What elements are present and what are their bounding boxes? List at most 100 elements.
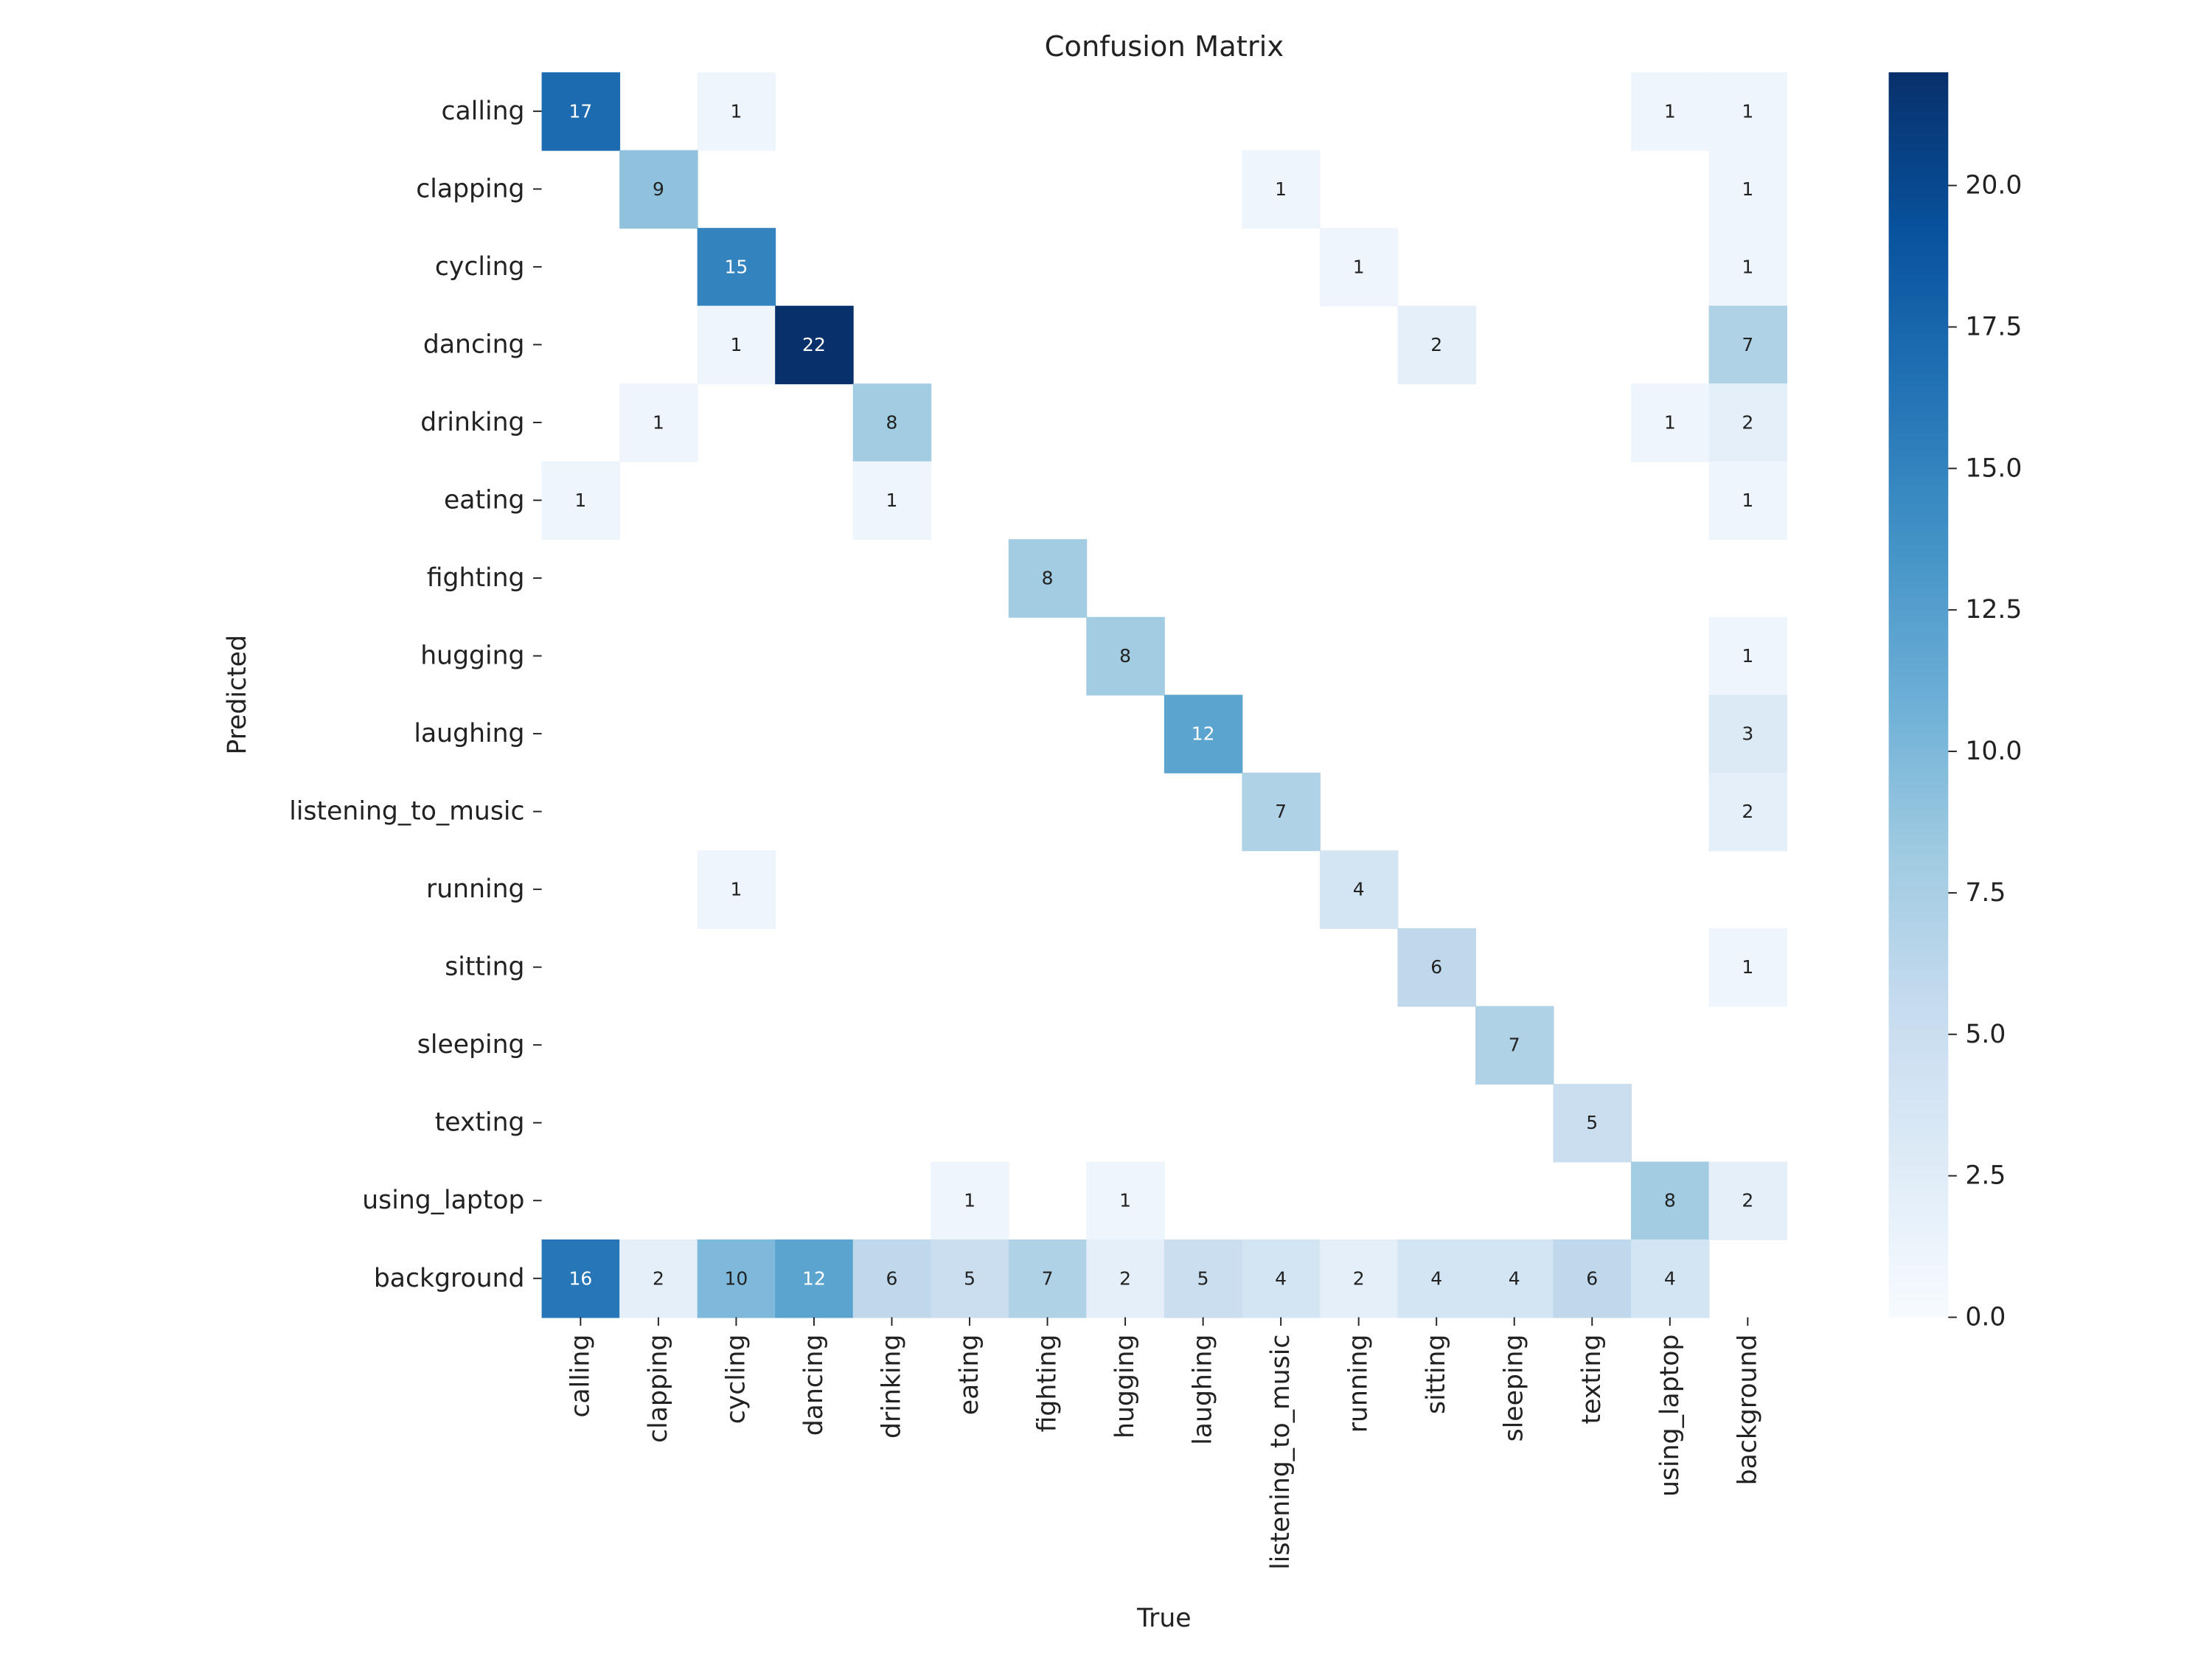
cell	[1708, 383, 1788, 462]
cell	[1164, 695, 1243, 773]
cell	[775, 305, 854, 385]
cell-label: 9	[653, 178, 664, 200]
x-tick-label: using_laptop	[1655, 1335, 1685, 1497]
cell-label: 4	[1664, 1267, 1676, 1289]
cell-label: 8	[1042, 568, 1054, 589]
cell-label: 1	[1742, 490, 1753, 511]
x-tick-label: texting	[1577, 1335, 1607, 1425]
cell	[541, 72, 621, 151]
cell	[697, 72, 776, 151]
cell-label: 1	[964, 1190, 975, 1211]
cell	[697, 228, 776, 307]
x-tick-label: dancing	[799, 1335, 829, 1436]
cell	[1319, 228, 1399, 307]
x-tick-label: clapping	[644, 1335, 673, 1443]
cell	[1708, 616, 1788, 696]
cell-label: 1	[1664, 411, 1676, 433]
cell	[1631, 1161, 1710, 1240]
colorbar-tick-label: 7.5	[1965, 878, 2006, 908]
cell	[1475, 1239, 1554, 1318]
cell-label: 5	[1586, 1112, 1598, 1133]
cell	[1708, 228, 1788, 307]
cell	[1008, 1239, 1088, 1318]
cell	[1631, 72, 1710, 151]
x-tick-label: cycling	[721, 1335, 751, 1425]
cell-label: 5	[964, 1267, 975, 1289]
cell-label: 1	[1664, 100, 1676, 122]
y-tick-label: cycling	[435, 252, 525, 282]
cell-label: 5	[1197, 1267, 1209, 1289]
cell-label: 2	[1742, 411, 1753, 433]
cell-label: 7	[1509, 1034, 1520, 1056]
cell-label: 7	[1742, 334, 1753, 355]
y-tick-label: hugging	[420, 641, 524, 671]
cell	[1008, 539, 1088, 618]
cell	[1631, 383, 1710, 462]
x-axis-label: True	[1136, 1604, 1192, 1633]
x-tick-label: eating	[955, 1335, 984, 1416]
cell	[619, 383, 698, 462]
cell-label: 8	[1664, 1190, 1676, 1211]
cell	[1708, 461, 1788, 540]
cell	[541, 1239, 621, 1318]
x-tick-label: running	[1344, 1335, 1374, 1433]
cell-label: 1	[730, 100, 742, 122]
cell	[1242, 1239, 1321, 1318]
cell-label: 4	[1509, 1267, 1520, 1289]
cell	[1086, 1239, 1165, 1318]
y-tick-label: texting	[435, 1108, 525, 1138]
cell	[1708, 928, 1788, 1007]
cell	[1553, 1083, 1632, 1163]
cell-label: 15	[725, 256, 748, 277]
cell-label: 1	[1742, 256, 1753, 277]
cell-label: 12	[802, 1267, 826, 1289]
cell-label: 1	[1742, 100, 1753, 122]
cell	[775, 1239, 854, 1318]
cell-label: 16	[568, 1267, 592, 1289]
cell-label: 8	[1119, 645, 1131, 667]
cell	[1475, 1006, 1554, 1085]
cell	[1086, 1161, 1165, 1240]
colorbar-tick-label: 5.0	[1965, 1020, 2006, 1049]
y-tick-label: sleeping	[417, 1030, 525, 1060]
y-tick-label: clapping	[416, 174, 524, 204]
y-axis-label: Predicted	[223, 635, 252, 754]
cell-label: 2	[1742, 801, 1753, 822]
x-tick-label: hugging	[1110, 1335, 1140, 1439]
colorbar-tick-label: 10.0	[1965, 737, 2022, 766]
cell	[852, 461, 932, 540]
y-tick-label: background	[374, 1264, 525, 1293]
cell	[541, 461, 621, 540]
cell	[852, 1239, 932, 1318]
chart-title: Confusion Matrix	[1045, 30, 1284, 63]
cell-label: 6	[1586, 1267, 1598, 1289]
x-tick-label: background	[1733, 1335, 1762, 1486]
cell-label: 6	[886, 1267, 898, 1289]
cell-label: 1	[730, 334, 742, 355]
cell-label: 1	[1742, 645, 1753, 667]
colorbar	[1888, 72, 1949, 1318]
colorbar-tick-label: 15.0	[1965, 453, 2022, 483]
cell-label: 1	[886, 490, 898, 511]
y-tick-label: running	[426, 874, 525, 904]
cell	[1397, 928, 1476, 1007]
cell	[1708, 695, 1788, 773]
y-tick-label: drinking	[420, 408, 524, 437]
cell-label: 6	[1430, 956, 1442, 978]
cell	[1708, 72, 1788, 151]
y-tick-label: calling	[442, 97, 525, 126]
cell-label: 7	[1042, 1267, 1054, 1289]
cell	[1086, 616, 1165, 696]
cell	[697, 850, 776, 929]
cell	[1553, 1239, 1632, 1318]
cell-label: 8	[886, 411, 898, 433]
cell	[852, 383, 932, 462]
cell-label: 4	[1353, 879, 1365, 900]
cell-label: 2	[1742, 1190, 1753, 1211]
y-tick-label: using_laptop	[362, 1186, 524, 1215]
x-tick-label: sleeping	[1500, 1335, 1529, 1442]
cell	[1242, 772, 1321, 852]
colorbar-tick-label: 12.5	[1965, 595, 2022, 625]
x-tick-label: sitting	[1422, 1335, 1451, 1414]
